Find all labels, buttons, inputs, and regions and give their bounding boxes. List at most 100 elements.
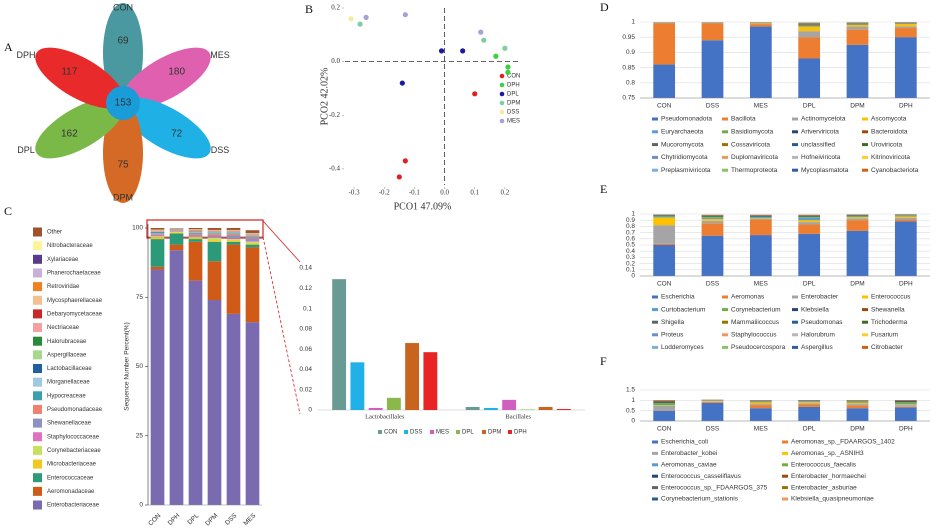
y-tick-label: 0.9 — [626, 49, 635, 56]
legend-label: Other — [47, 230, 62, 236]
legend-swatch — [722, 333, 728, 337]
y-tick-label: 0.08 — [299, 326, 312, 333]
legend-label: Enterobacteriaceae — [47, 503, 100, 509]
bar-segment — [653, 401, 676, 403]
bar-segment — [653, 217, 676, 226]
bar-segment — [169, 233, 184, 245]
bar-segment — [798, 217, 821, 221]
bar-segment — [226, 240, 241, 242]
bar-segment — [169, 231, 184, 232]
legend-label: Enterococcus — [871, 294, 911, 301]
bar-segment — [188, 239, 203, 242]
petal — [121, 47, 211, 109]
bar-segment — [653, 245, 676, 276]
center-value: 153 — [115, 98, 132, 109]
bar-segment — [749, 218, 772, 220]
legend-swatch — [652, 451, 658, 455]
petal-name: DSS — [211, 145, 230, 155]
bar-segment — [701, 400, 724, 402]
bar-segment — [188, 236, 203, 238]
legend-swatch — [722, 295, 728, 299]
x-tick-label: Bacillales — [505, 413, 531, 420]
point — [399, 80, 405, 86]
legend-swatch — [33, 473, 42, 483]
legend-label: Aeromonas — [731, 294, 765, 301]
panel-letter: F — [600, 354, 607, 368]
legend-swatch — [33, 418, 42, 428]
legend-label: DPH — [514, 430, 527, 436]
y-tick-label: 25 — [136, 432, 144, 439]
bar-segment — [653, 243, 676, 245]
bar-segment — [188, 280, 203, 505]
y-tick-label: 1.5 — [626, 387, 635, 394]
bar-segment — [150, 232, 165, 233]
bar-segment — [207, 240, 222, 242]
bar-segment — [653, 400, 676, 402]
bar-segment — [653, 215, 676, 218]
bar-segment — [749, 402, 772, 405]
bar-segment — [188, 233, 203, 235]
legend-label: DPL — [462, 430, 474, 436]
bar-segment — [798, 37, 821, 59]
point — [478, 29, 484, 35]
bar-segment — [749, 408, 772, 421]
legend-swatch — [652, 474, 658, 478]
legend-label: Aeromonas_sp._ASNIH3 — [791, 450, 864, 457]
bar-segment — [798, 404, 821, 407]
legend-swatch — [33, 377, 42, 387]
bar-segment — [894, 217, 917, 220]
bar-segment — [150, 239, 165, 267]
bar-segment — [846, 29, 869, 45]
legend-swatch — [499, 118, 505, 124]
y-tick-label: 0 — [308, 407, 312, 414]
bar-segment — [798, 25, 821, 27]
bar-segment — [798, 24, 821, 25]
legend-label: Aeromonas_caviae — [661, 462, 717, 469]
legend-swatch — [652, 440, 658, 444]
bar-segment — [846, 402, 869, 405]
legend-label: Nectriaceae — [47, 325, 80, 331]
bar — [350, 362, 365, 410]
x-tick-label: DPL — [803, 281, 816, 288]
petal-name: DPL — [17, 145, 35, 155]
legend-swatch — [862, 130, 868, 134]
bar-segment — [749, 22, 772, 24]
bar-segment — [245, 232, 260, 234]
legend-swatch — [792, 345, 798, 349]
legend-swatch — [499, 91, 505, 97]
bar-segment — [207, 236, 222, 238]
legend-swatch — [792, 295, 798, 299]
petal — [35, 97, 125, 159]
bar-segment — [701, 23, 724, 41]
legend-swatch — [722, 345, 728, 349]
legend-label: Phanerochaetaceae — [47, 271, 101, 277]
petal-value: 75 — [117, 160, 129, 171]
legend-swatch — [862, 295, 868, 299]
y-tick-label: 0.5 — [626, 242, 635, 249]
bar-segment — [226, 238, 241, 240]
legend-label: Pseudomonadota — [661, 116, 712, 123]
petal — [35, 47, 125, 109]
petal — [121, 97, 211, 159]
legend-swatch — [722, 130, 728, 134]
bar-segment — [846, 405, 869, 409]
legend-swatch — [652, 333, 658, 337]
legend-swatch — [862, 168, 868, 172]
bar-segment — [207, 232, 222, 234]
bar-segment — [894, 37, 917, 98]
legend-swatch — [652, 497, 658, 501]
panel-letter: B — [305, 2, 313, 16]
bar-segment — [846, 401, 869, 403]
bar-segment — [245, 247, 260, 323]
legend-swatch — [404, 430, 408, 434]
point — [348, 16, 354, 22]
legend-swatch — [33, 500, 42, 510]
petal — [103, 3, 143, 103]
bar-segment — [245, 236, 260, 237]
bar — [332, 279, 347, 410]
y-axis-title: Sequence Number Percent(%) — [124, 322, 131, 411]
bar-segment — [701, 218, 724, 221]
legend-label: Aspergillus — [801, 344, 834, 351]
bar-segment — [894, 215, 917, 217]
legend-swatch — [792, 155, 798, 159]
